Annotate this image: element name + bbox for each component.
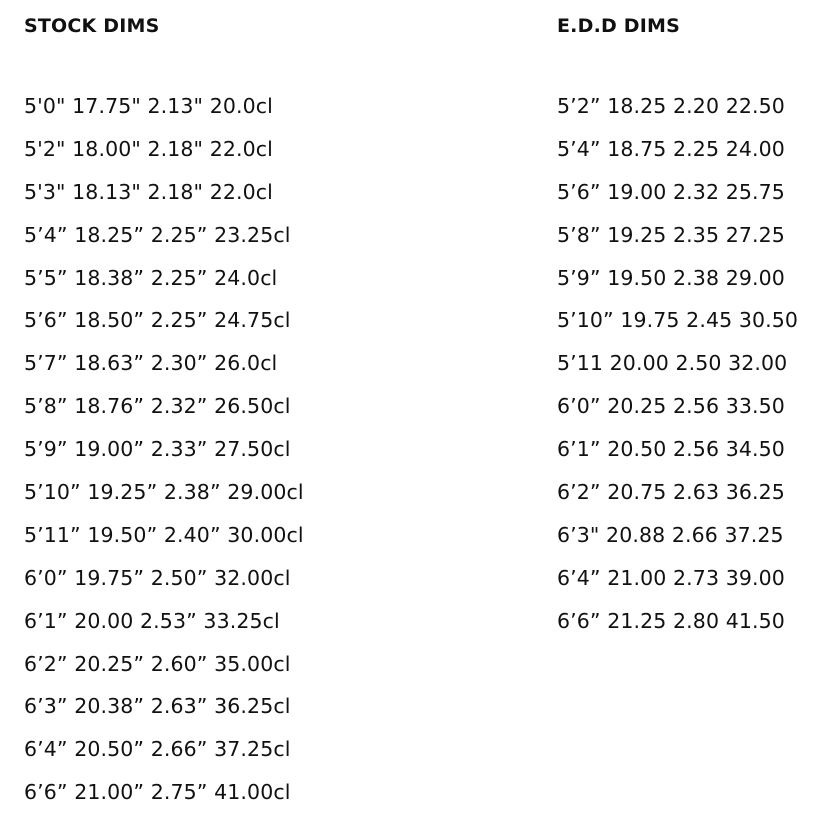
edd-dims-row: 5’4” 18.75 2.25 24.00 <box>557 136 785 161</box>
stock-dims-row: 5’11” 19.50” 2.40” 30.00cl <box>24 522 304 547</box>
stock-dims-row: 6’6” 21.00” 2.75” 41.00cl <box>24 780 291 805</box>
stock-dims-row: 5'2" 18.00" 2.18" 22.0cl <box>24 136 273 161</box>
stock-dims-row: 5’6” 18.50” 2.25” 24.75cl <box>24 308 291 333</box>
edd-dims-row: 6’3" 20.88 2.66 37.25 <box>557 522 784 547</box>
edd-dims-heading: E.D.D DIMS <box>557 15 681 37</box>
stock-dims-row: 5’8” 18.76” 2.32” 26.50cl <box>24 394 291 419</box>
stock-dims-row: 5’10” 19.25” 2.38” 29.00cl <box>24 480 304 505</box>
edd-dims-row: 6’2” 20.75 2.63 36.25 <box>557 480 785 505</box>
stock-dims-row: 5’5” 18.38” 2.25” 24.0cl <box>24 265 278 290</box>
stock-dims-row: 6’2” 20.25” 2.60” 35.00cl <box>24 651 291 676</box>
edd-dims-row: 6’1” 20.50 2.56 34.50 <box>557 437 785 462</box>
stock-dims-heading: STOCK DIMS <box>24 15 160 37</box>
stock-dims-list: 5'0" 17.75" 2.13" 20.0cl 5'2" 18.00" 2.18… <box>24 92 304 821</box>
edd-dims-row: 6’0” 20.25 2.56 33.50 <box>557 394 785 419</box>
edd-dims-row: 6’4” 21.00 2.73 39.00 <box>557 565 785 590</box>
stock-dims-row: 5’4” 18.25” 2.25” 23.25cl <box>24 222 291 247</box>
edd-dims-row: 5’9” 19.50 2.38 29.00 <box>557 265 785 290</box>
stock-dims-row: 6’3” 20.38” 2.63” 36.25cl <box>24 694 291 719</box>
edd-dims-row: 6’6” 21.25 2.80 41.50 <box>557 608 785 633</box>
edd-dims-row: 5’10” 19.75 2.45 30.50 <box>557 308 799 333</box>
edd-dims-row: 5’8” 19.25 2.35 27.25 <box>557 222 785 247</box>
stock-dims-row: 5'0" 17.75" 2.13" 20.0cl <box>24 94 273 118</box>
stock-dims-row: 6’0” 19.75” 2.50” 32.00cl <box>24 565 291 590</box>
stock-dims-row: 5'3" 18.13" 2.18" 22.0cl <box>24 179 273 204</box>
stock-dims-row: 5’7” 18.63” 2.30” 26.0cl <box>24 351 278 376</box>
stock-dims-row: 5’9” 19.00” 2.33” 27.50cl <box>24 437 291 462</box>
stock-dims-row: 6’1” 20.00 2.53” 33.25cl <box>24 608 280 633</box>
edd-dims-row: 5’11 20.00 2.50 32.00 <box>557 351 788 376</box>
edd-dims-list: 5’2” 18.25 2.20 22.50 5’4” 18.75 2.25 24.… <box>557 92 798 650</box>
edd-dims-row: 5’2” 18.25 2.20 22.50 <box>557 94 785 118</box>
edd-dims-row: 5’6” 19.00 2.32 25.75 <box>557 179 785 204</box>
stock-dims-row: 6’4” 20.50” 2.66” 37.25cl <box>24 737 291 762</box>
